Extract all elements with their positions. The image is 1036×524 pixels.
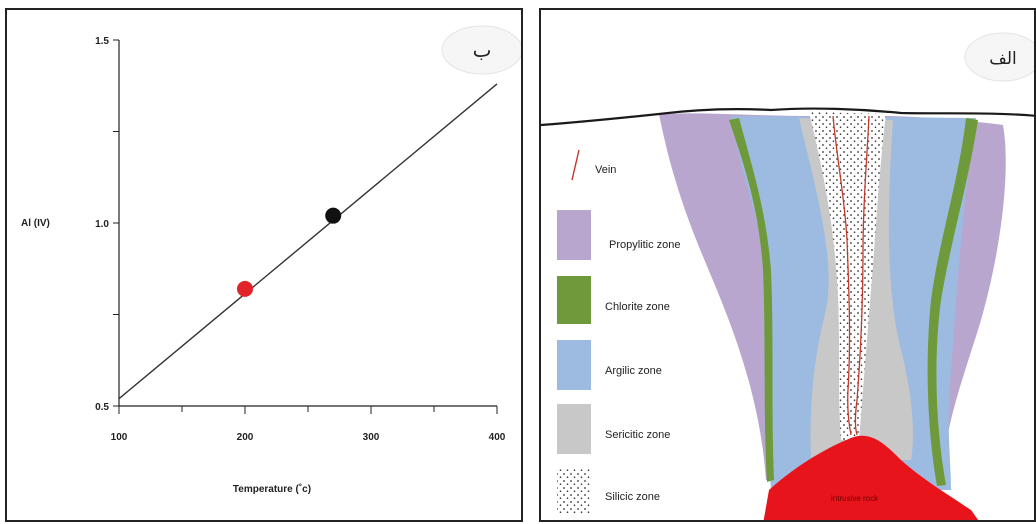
argilic-swatch	[557, 340, 591, 390]
silicic-zone	[809, 112, 886, 440]
legend-label: Chlorite zone	[605, 301, 670, 313]
ground-surface-line	[541, 107, 1034, 127]
y-tick-label: 0.5	[95, 402, 109, 413]
chart-svg: 100 200 300 400 0.5 1.0 1.5 ب Al (IV) Temperat…	[21, 25, 521, 495]
chlorite-zone-left	[729, 118, 774, 482]
intrusive-rock	[763, 435, 979, 520]
legend-label: Argilic zone	[605, 365, 662, 377]
x-tick-label: 100	[111, 432, 128, 443]
sericitic-swatch	[557, 404, 591, 454]
silicic-swatch	[557, 468, 591, 514]
legend-label: Sericitic zone	[605, 429, 670, 441]
legend-item-silicic: Silicic zone	[557, 468, 660, 514]
x-tick-label: 300	[363, 432, 380, 443]
y-tick-label: 1.0	[95, 219, 109, 230]
panel-badge-a: الف	[964, 32, 1034, 82]
data-point	[325, 207, 342, 224]
legend-item-propylitic: Propylitic zone	[557, 210, 681, 260]
data-point	[237, 280, 253, 297]
vein-swatch	[571, 149, 580, 181]
x-tick-label: 200	[237, 432, 254, 443]
legend-label: Vein	[595, 164, 616, 176]
vein-left	[832, 115, 852, 436]
alteration-diagram-panel: intrusive rock الف Vein Propylitic zone …	[539, 8, 1036, 522]
panel-badge-b: ب	[441, 25, 521, 75]
legend-item-sericitic: Sericitic zone	[557, 404, 670, 454]
y-axis-label: Al (IV)	[21, 218, 50, 229]
intrusive-rock-label: intrusive rock	[831, 494, 879, 503]
legend-item-chlorite: Chlorite zone	[557, 276, 670, 324]
legend-label: Silicic zone	[605, 491, 660, 503]
x-tick-label: 400	[489, 432, 506, 443]
legend-item-vein: Vein	[571, 149, 616, 181]
legend-item-argilic: Argilic zone	[557, 340, 662, 390]
legend: Vein Propylitic zone Chlorite zone Argil…	[557, 149, 681, 514]
vein-right	[854, 115, 870, 436]
chlorite-zone-right	[927, 118, 978, 486]
svg-text:الف: الف	[989, 49, 1017, 69]
chart-panel: 100 200 300 400 0.5 1.0 1.5 ب Al (IV) Temperat…	[5, 8, 523, 522]
x-axis-label: Temperature (˚c)	[233, 483, 311, 495]
propylitic-swatch	[557, 210, 591, 260]
svg-text:ب: ب	[473, 38, 492, 62]
y-tick-label: 1.5	[95, 36, 109, 47]
legend-label: Propylitic zone	[609, 239, 681, 251]
chlorite-swatch	[557, 276, 591, 324]
alteration-diagram-svg: intrusive rock الف Vein Propylitic zone …	[541, 32, 1034, 520]
trend-line	[118, 83, 498, 400]
